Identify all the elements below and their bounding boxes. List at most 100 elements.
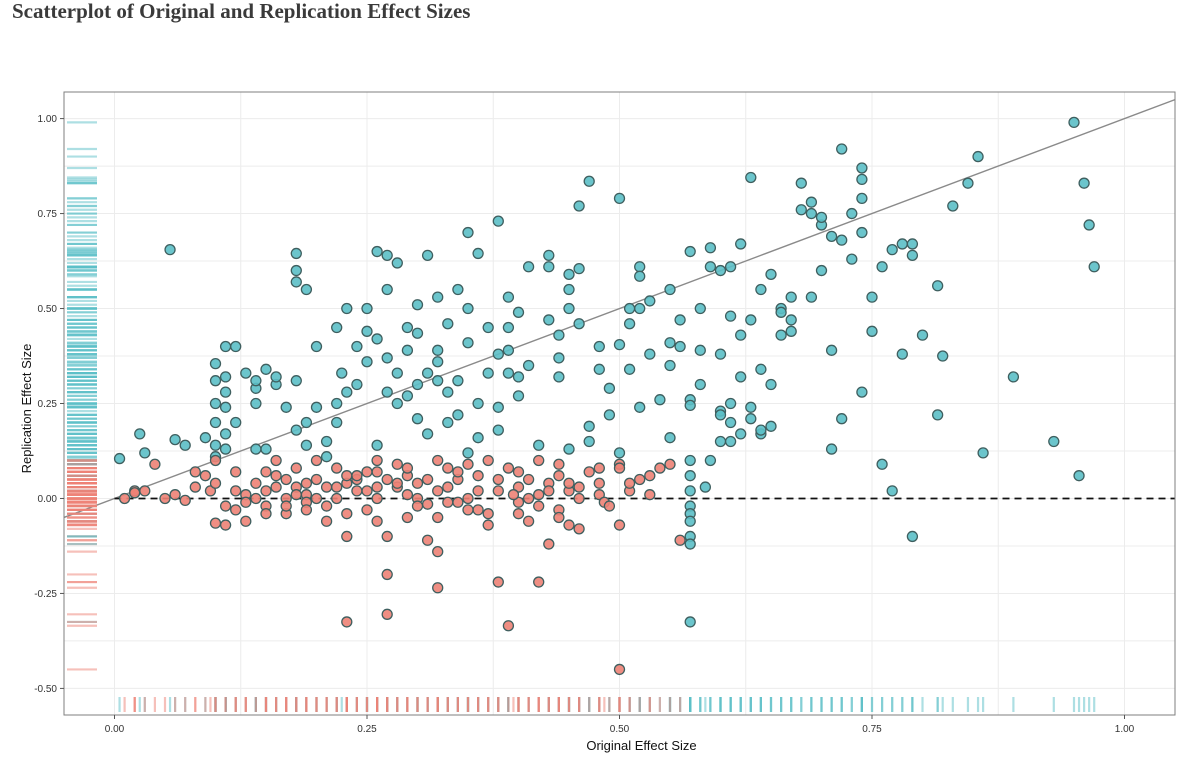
data-points <box>113 116 1100 676</box>
data-point <box>310 340 323 353</box>
reference-lines <box>63 98 1176 519</box>
data-point <box>432 375 444 387</box>
data-point <box>341 530 353 543</box>
data-point <box>634 270 646 282</box>
data-point <box>169 489 181 501</box>
data-point <box>209 357 222 370</box>
data-point <box>432 485 444 497</box>
data-point <box>613 663 626 676</box>
data-point <box>230 504 242 516</box>
data-point <box>452 375 464 387</box>
data-point <box>765 378 777 391</box>
data-point <box>462 226 474 239</box>
data-point <box>714 409 727 421</box>
data-point <box>583 420 595 432</box>
data-point <box>699 481 711 493</box>
data-point <box>411 477 424 489</box>
data-point <box>361 325 373 337</box>
data-point <box>765 268 777 280</box>
data-point <box>381 386 393 398</box>
data-point <box>401 462 414 474</box>
data-point <box>563 268 575 280</box>
data-point <box>593 462 605 474</box>
data-point <box>209 454 222 467</box>
data-point <box>300 439 313 451</box>
data-point <box>623 363 636 375</box>
data-point <box>684 399 696 412</box>
data-point <box>118 492 131 505</box>
data-point <box>442 386 454 398</box>
data-point <box>432 356 444 368</box>
data-point <box>644 348 656 360</box>
data-point <box>472 504 484 516</box>
data-point <box>482 519 494 531</box>
data-point <box>310 454 323 467</box>
data-point <box>684 515 696 527</box>
data-point <box>573 481 585 493</box>
data-point <box>492 401 504 413</box>
data-point <box>472 485 484 497</box>
data-point <box>1078 177 1090 189</box>
data-point <box>735 329 747 341</box>
data-point <box>381 352 393 364</box>
data-point <box>512 466 525 478</box>
data-point <box>856 162 868 174</box>
data-point <box>603 409 616 421</box>
data-point <box>139 485 151 497</box>
data-point <box>623 302 636 315</box>
data-point <box>421 473 434 486</box>
data-point <box>613 462 626 474</box>
data-point <box>613 338 626 351</box>
data-point <box>553 329 565 341</box>
data-point <box>755 424 767 436</box>
data-point <box>932 409 944 421</box>
data-point <box>199 470 212 482</box>
data-point <box>512 306 525 318</box>
y-axis-title: Replication Effect Size <box>19 344 34 474</box>
data-point <box>472 432 484 444</box>
data-point <box>442 416 454 429</box>
data-point <box>932 280 944 292</box>
data-point <box>502 344 515 356</box>
data-point <box>290 462 302 474</box>
data-point <box>714 348 727 360</box>
data-point <box>290 247 302 260</box>
data-point <box>270 454 282 467</box>
data-point <box>896 348 908 360</box>
data-point <box>533 500 545 512</box>
data-point <box>452 496 464 508</box>
data-point <box>533 454 545 467</box>
data-point <box>775 306 787 318</box>
data-point <box>351 340 363 353</box>
data-point <box>482 321 494 334</box>
data-point <box>522 359 535 372</box>
data-point <box>219 428 232 440</box>
data-point <box>432 344 444 356</box>
data-point <box>320 481 333 493</box>
data-point <box>846 253 858 265</box>
data-point <box>240 515 252 527</box>
data-point <box>593 340 605 353</box>
data-point <box>230 485 242 497</box>
data-point <box>341 386 353 398</box>
x-tick-label: 1.00 <box>1115 724 1135 735</box>
data-point <box>462 504 474 516</box>
data-point <box>593 363 605 375</box>
data-point <box>331 397 343 410</box>
data-point <box>341 470 353 482</box>
data-point <box>209 477 222 489</box>
data-point <box>462 302 474 315</box>
data-point <box>209 416 222 429</box>
data-point <box>825 230 838 243</box>
data-point <box>240 367 252 379</box>
data-point <box>522 261 535 273</box>
data-point <box>432 291 444 303</box>
data-point <box>411 500 424 512</box>
data-point <box>401 344 414 356</box>
data-point <box>836 234 848 246</box>
data-point <box>260 443 272 455</box>
data-point <box>442 462 454 474</box>
data-point <box>563 477 575 489</box>
data-point <box>977 447 989 459</box>
data-point <box>270 371 282 383</box>
